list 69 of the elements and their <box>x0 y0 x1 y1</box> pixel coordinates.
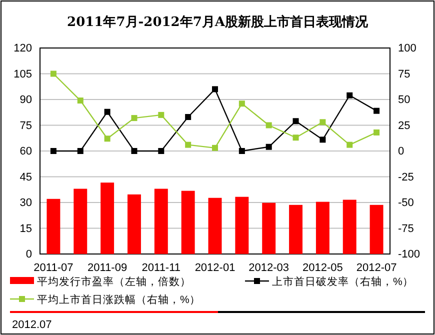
y2-tick-label: -25 <box>398 171 414 184</box>
point <box>185 142 192 148</box>
bar <box>316 202 330 254</box>
bar <box>208 198 222 254</box>
bar <box>74 188 88 254</box>
bar <box>370 204 384 254</box>
y2-tick-label: 50 <box>398 94 410 106</box>
point <box>212 144 218 151</box>
point <box>374 108 380 114</box>
point <box>77 98 84 104</box>
bar <box>262 202 276 254</box>
point <box>158 112 164 118</box>
point <box>292 134 299 141</box>
legend-label: 平均上市首日涨跌幅（右轴，%） <box>37 293 200 306</box>
point <box>266 144 272 150</box>
point <box>50 148 56 154</box>
point <box>104 108 110 115</box>
x-tick-label: 2012-07 <box>356 262 397 274</box>
point <box>346 92 353 98</box>
y2-tick-label: 0 <box>398 146 404 158</box>
bar <box>154 188 168 254</box>
x-tick-label: 2012-05 <box>302 262 343 274</box>
text: 2012.07 <box>12 319 52 331</box>
point <box>104 136 110 142</box>
x-tick-label: 2012-01 <box>194 262 236 274</box>
point <box>131 148 138 154</box>
point <box>346 142 353 148</box>
y2-tick-label: -100 <box>398 248 420 261</box>
bar <box>289 204 302 254</box>
y2-tick-label: 100 <box>398 42 416 55</box>
x-tick-label: 2011-07 <box>34 262 74 274</box>
legend-label: 上市首日破发率（右轴，%） <box>272 275 414 288</box>
point <box>238 148 245 154</box>
y-tick-label: 45 <box>20 171 32 184</box>
y-tick-label: 30 <box>20 197 32 210</box>
y-tick-label: 120 <box>14 42 32 55</box>
bar <box>46 198 60 254</box>
y2-tick-label: 25 <box>398 120 410 132</box>
x-tick-label: 2012-03 <box>248 262 290 274</box>
point <box>374 129 380 136</box>
point <box>320 119 326 126</box>
legend-label: 平均发行市盈率（左轴，倍数） <box>37 275 191 288</box>
point <box>77 148 84 154</box>
y-tick-label: 90 <box>20 94 32 106</box>
point <box>50 70 56 77</box>
point <box>292 118 299 124</box>
y2-tick-label: -75 <box>398 222 414 235</box>
bar <box>100 182 114 254</box>
point <box>266 122 272 128</box>
y2-tick-label: -50 <box>398 197 414 210</box>
y-tick-label: 0 <box>26 248 32 261</box>
bar <box>342 200 356 254</box>
y-tick-label: 15 <box>20 222 32 235</box>
y2-tick-label: 75 <box>398 68 410 80</box>
point <box>158 148 164 154</box>
y-tick-label: 60 <box>20 146 32 158</box>
point <box>131 115 138 122</box>
chart-title: 2011年7月-2012年7月A股新股上市首日表现情况 <box>67 14 369 30</box>
point <box>320 136 326 143</box>
y-tick-label: 105 <box>14 68 32 80</box>
point <box>238 100 245 107</box>
x-tick-label: 2011-11 <box>142 262 181 274</box>
bar <box>181 190 195 254</box>
x-tick-label: 2011-09 <box>88 262 128 274</box>
bar <box>128 194 141 254</box>
point <box>212 86 218 92</box>
y-tick-label: 75 <box>20 120 32 132</box>
point <box>185 114 192 120</box>
bar <box>235 196 249 254</box>
